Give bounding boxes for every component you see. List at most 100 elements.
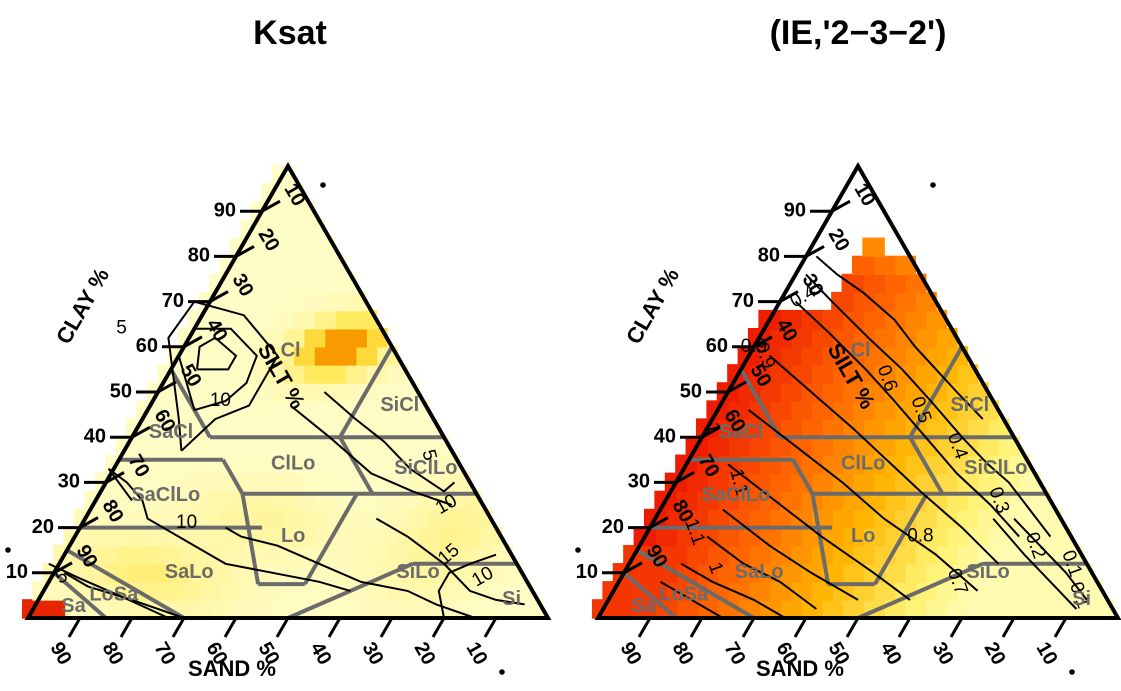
heat-cell [219,472,243,493]
heat-cell [229,418,253,438]
sand-tick-label: 40 [306,639,336,669]
texture-class-sacllo: SaClLo [131,484,200,506]
heat-cell [177,581,201,601]
heat-cell [313,418,336,438]
heat-cell [1007,563,1031,583]
corner-dot [5,547,11,553]
heat-cell [789,436,813,457]
heat-cell [727,436,750,457]
heat-cell [281,436,305,457]
heat-cell [789,327,813,348]
heat-cell [271,201,295,221]
heat-cell [344,364,367,384]
texture-class-labels: Cl SiCl SaCl ClLo SiClLo SaClLo Lo SiLo SaLo Si Lo… [61,340,521,617]
heat-cell [758,454,781,475]
heat-cell [924,599,948,619]
heat-cell [862,273,885,294]
heat-cell [810,436,833,457]
heat-cell [976,472,1000,493]
heat-cell [799,418,823,438]
heat-cell [250,418,274,438]
corner-dot [1069,669,1075,675]
heat-cell [851,291,875,312]
heat-cell [935,544,958,565]
heat-cell [903,309,927,330]
heat-cell [396,418,419,438]
heat-cell [209,382,232,402]
heat-cell [758,382,781,402]
heat-cell [851,508,875,529]
heat-cell [281,219,305,240]
heat-cell [146,490,170,511]
heat-cell [261,544,284,565]
heat-cell [261,255,284,276]
heat-cell [157,508,180,529]
heat-cell [955,508,979,529]
heat-cell [302,581,326,601]
texture-class-sacllo: SaClLo [701,484,770,506]
heat-cell [333,382,357,402]
heat-cell [779,382,802,402]
heat-cell [354,346,378,366]
heat-cell [841,526,865,547]
class-boundary [622,571,678,620]
heat-cell [188,526,211,547]
texture-class-si: Si [502,588,521,610]
silt-tick-mark [53,561,73,575]
heat-cell [177,508,201,529]
heat-cell [706,544,729,565]
sand-tick-mark [223,617,238,638]
heat-cell [417,563,440,583]
class-boundary [908,436,945,495]
heat-cell [271,309,295,330]
heat-cell [188,418,211,438]
heat-cell [281,327,305,348]
heat-cell [42,599,66,619]
heat-cell [1049,599,1073,619]
heat-cell [675,490,698,511]
heat-cell [292,346,315,366]
class-boundary [338,436,375,495]
sand-tick-mark [119,617,134,638]
heat-cell [851,364,875,384]
heat-cell [851,436,875,457]
heat-cell [851,472,875,493]
heat-cell [323,291,347,312]
heat-cell [250,526,274,547]
silt-tick-mark [623,561,643,575]
heat-cell [685,544,709,565]
heat-cell [831,364,854,384]
class-boundary [303,492,359,586]
heat-cell [883,346,906,366]
sand-tick-mark [741,617,756,638]
heat-cell [209,526,232,547]
heat-cell [313,273,336,294]
heat-cell [198,508,222,529]
heat-cell [271,273,295,294]
heat-cell [261,472,284,493]
heat-cell [188,454,211,475]
heat-cell [188,490,211,511]
class-boundary [739,368,782,439]
heat-cell [271,599,295,619]
heat-cell [323,327,347,348]
sand-tick-mark [171,617,186,638]
sand-tick-mark [483,617,498,638]
heat-cell [219,544,243,565]
heat-cell [789,581,813,601]
heat-cell [1018,508,1041,529]
heat-cell [799,309,823,330]
heat-cell [198,327,222,348]
texture-class-sacl: SaCl [149,421,193,443]
heat-cell [448,508,471,529]
heat-cell [136,436,159,457]
heat-cell [935,581,958,601]
heat-cell [354,526,378,547]
clay-tick-label: 50 [680,380,702,402]
heat-cell [883,454,906,475]
heat-cell [105,490,128,511]
heat-cell [344,508,367,529]
heat-cell [479,563,503,583]
heat-cell [862,382,885,402]
heat-cell [945,454,969,475]
